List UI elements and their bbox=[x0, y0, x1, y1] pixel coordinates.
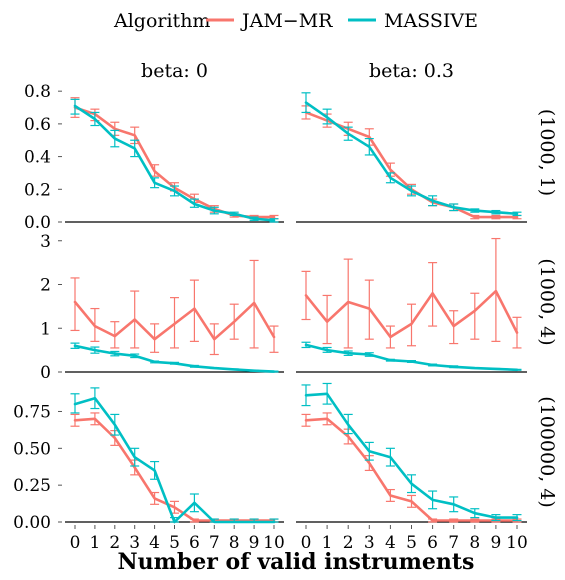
legend-label-massive: MASSIVE bbox=[384, 10, 478, 32]
panel-1000-4-beta-0 bbox=[65, 259, 284, 373]
x-tick-label: 0 bbox=[301, 533, 312, 553]
x-tick-label: 5 bbox=[406, 533, 417, 553]
x-tick-label: 3 bbox=[364, 533, 375, 553]
facet-panels: 0.0 0.2 0.4 0.6 0.8 0 1 2 3 0.00 0.25 0.50 0.75 bbox=[13, 82, 527, 533]
series-line-jam-mr bbox=[304, 417, 519, 522]
y-tick-label: 0.75 bbox=[13, 402, 51, 422]
column-strip-beta-0: beta: 0 bbox=[141, 60, 208, 82]
y-tick-label: 0.50 bbox=[13, 439, 51, 459]
x-axis: 0 1 2 3 4 5 6 7 8 9 10 0 1 2 3 4 5 6 7 8 9 10 bbox=[70, 525, 528, 553]
x-tick-label: 6 bbox=[189, 533, 200, 553]
x-tick-label: 4 bbox=[385, 533, 396, 553]
y-tick-label: 2 bbox=[40, 276, 51, 296]
x-tick-label: 10 bbox=[506, 533, 528, 553]
series-line-massive bbox=[304, 343, 519, 372]
panel-100000-4-beta-0 bbox=[65, 387, 284, 524]
row-strip-1000-1: (1000, 1) bbox=[536, 109, 558, 196]
y-tick-label: 0.00 bbox=[13, 513, 51, 533]
y-tick-label: 0.2 bbox=[24, 180, 51, 200]
series-line-jam-mr bbox=[73, 417, 276, 522]
series-line-massive bbox=[304, 392, 519, 519]
series-line-jam-mr bbox=[304, 111, 519, 219]
panel-1000-1-beta-0-3 bbox=[296, 92, 527, 223]
panel-100000-4-beta-0-3 bbox=[296, 382, 527, 523]
row-strip-100000-4: (100000, 4) bbox=[536, 396, 558, 508]
series-line-jam-mr bbox=[73, 106, 276, 219]
y-tick-label: 0.25 bbox=[13, 476, 51, 496]
x-tick-label: 2 bbox=[109, 533, 120, 553]
y-tick-label: 3 bbox=[40, 232, 51, 252]
x-tick-label: 0 bbox=[70, 533, 81, 553]
y-tick-label: 0.6 bbox=[24, 115, 51, 135]
legend: Algorithm JAM−MR MASSIVE bbox=[113, 10, 478, 32]
x-tick-label: 9 bbox=[249, 533, 260, 553]
column-strip-beta-0-3: beta: 0.3 bbox=[369, 60, 454, 82]
series-line-jam-mr bbox=[73, 300, 276, 341]
series-line-massive bbox=[73, 396, 276, 524]
x-tick-label: 8 bbox=[229, 533, 240, 553]
x-tick-label: 8 bbox=[469, 533, 480, 553]
series-line-jam-mr bbox=[304, 289, 519, 339]
x-tick-label: 7 bbox=[209, 533, 220, 553]
x-tick-label: 2 bbox=[343, 533, 354, 553]
y-tick-label: 0 bbox=[40, 363, 51, 383]
x-axis-title: Number of valid instruments bbox=[118, 549, 475, 575]
x-tick-label: 7 bbox=[448, 533, 459, 553]
x-tick-label: 6 bbox=[427, 533, 438, 553]
x-tick-label: 1 bbox=[89, 533, 100, 553]
y-tick-label: 0.8 bbox=[24, 82, 51, 102]
x-tick-label: 4 bbox=[149, 533, 160, 553]
series-line-massive bbox=[304, 101, 519, 216]
x-tick-label: 10 bbox=[263, 533, 285, 553]
series-line-massive bbox=[73, 104, 276, 222]
y-tick-label: 0.4 bbox=[24, 148, 51, 168]
y-tick-label: 1 bbox=[40, 319, 51, 339]
row-strip-1000-4: (1000, 4) bbox=[536, 258, 558, 345]
legend-title: Algorithm bbox=[113, 10, 210, 32]
facet-strips: beta: 0 beta: 0.3 (1000, 1) (1000, 4) (10000… bbox=[141, 60, 558, 508]
x-tick-label: 9 bbox=[490, 533, 501, 553]
panel-1000-4-beta-0-3 bbox=[296, 237, 527, 373]
panel-1000-1-beta-0 bbox=[65, 97, 284, 223]
x-tick-label: 3 bbox=[129, 533, 140, 553]
x-tick-label: 5 bbox=[169, 533, 180, 553]
series-line-massive bbox=[73, 344, 276, 373]
y-tick-label: 0.0 bbox=[24, 213, 51, 233]
x-tick-label: 1 bbox=[322, 533, 333, 553]
legend-label-jam-mr: JAM−MR bbox=[240, 10, 333, 32]
